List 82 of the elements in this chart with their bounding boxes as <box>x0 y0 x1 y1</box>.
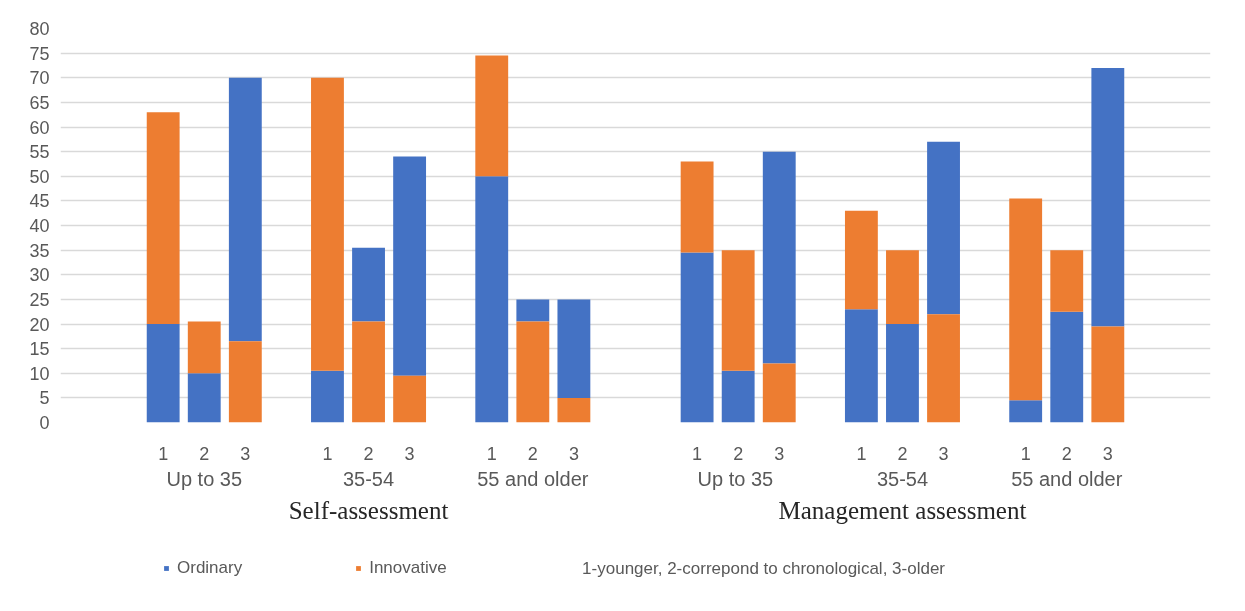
bar <box>475 176 509 423</box>
y-tick-label: 45 <box>29 191 50 212</box>
x-tick-label: 2 <box>527 443 538 464</box>
bar <box>844 210 878 310</box>
bar <box>1091 67 1125 327</box>
text: Self-assessment <box>288 497 449 524</box>
x-tick-label: 1 <box>692 443 703 464</box>
x-tick-label: 1 <box>856 443 867 464</box>
y-tick-label: 80 <box>29 19 50 39</box>
text: Management assessment <box>778 497 1027 524</box>
bar <box>187 373 221 423</box>
y-tick-label: 50 <box>29 166 50 187</box>
bar <box>352 321 385 423</box>
bar <box>516 321 550 423</box>
x-tick-label: 1 <box>158 443 169 464</box>
y-tick-label: 5 <box>39 388 50 409</box>
bar <box>557 299 591 398</box>
bar <box>228 77 262 342</box>
bar <box>721 250 755 371</box>
text: Up to 35 <box>697 467 774 490</box>
bar <box>927 141 960 315</box>
bar <box>393 156 427 376</box>
x-tick-label: 1 <box>1020 443 1031 464</box>
y-tick-label: 75 <box>29 43 50 64</box>
bar <box>516 299 550 322</box>
y-tick-label: 65 <box>29 92 50 113</box>
bar <box>311 77 344 371</box>
bar <box>146 324 180 423</box>
text: 35-54 <box>342 467 395 490</box>
bar <box>721 370 755 423</box>
bar <box>762 363 796 423</box>
text: 55 and older <box>1011 467 1123 490</box>
x-tick-label: 2 <box>363 443 374 464</box>
bar <box>762 151 796 364</box>
legend-label: Innovative <box>369 558 447 578</box>
text: 1-younger, 2-correpond to chronological, 3-older <box>582 559 946 578</box>
bar <box>146 112 180 324</box>
bar <box>1009 198 1043 401</box>
y-tick-label: 40 <box>29 216 50 236</box>
bar <box>927 314 960 423</box>
bar <box>1009 400 1043 423</box>
x-tick-label: 1 <box>486 443 497 464</box>
bar <box>680 161 714 253</box>
text: 35-54 <box>876 467 929 490</box>
bar <box>557 397 591 423</box>
y-tick-label: 35 <box>29 240 50 261</box>
y-tick-label: 0 <box>39 413 50 433</box>
x-tick-label: 3 <box>1102 443 1113 464</box>
y-tick-label: 70 <box>29 68 50 89</box>
bar <box>352 247 385 322</box>
bar <box>1091 326 1125 423</box>
x-tick-label: 3 <box>774 443 785 464</box>
bar <box>1050 311 1084 423</box>
y-tick-label: 55 <box>29 142 50 163</box>
x-tick-label: 3 <box>568 443 579 464</box>
x-tick-label: 2 <box>199 443 210 464</box>
x-tick-label: 3 <box>404 443 415 464</box>
x-tick-label: 2 <box>1061 443 1072 464</box>
bar <box>680 252 714 423</box>
legend-label: Ordinary <box>177 558 243 578</box>
y-tick-label: 10 <box>29 363 50 384</box>
text: 55 and older <box>477 467 589 490</box>
bar <box>886 324 919 423</box>
bar <box>311 370 344 423</box>
x-tick-label: 2 <box>733 443 744 464</box>
bar <box>886 250 919 324</box>
x-tick-label: 3 <box>240 443 251 464</box>
x-tick-label: 1 <box>322 443 333 464</box>
x-tick-label: 2 <box>897 443 908 464</box>
bar <box>228 341 262 423</box>
bar <box>187 321 221 374</box>
y-tick-label: 60 <box>29 117 50 138</box>
y-tick-label: 15 <box>29 339 50 360</box>
bar <box>1050 250 1084 312</box>
text: Up to 35 <box>166 467 243 490</box>
bar <box>475 55 509 177</box>
bar <box>844 309 878 423</box>
x-tick-label: 3 <box>938 443 949 464</box>
y-tick-label: 25 <box>29 289 50 310</box>
y-tick-label: 20 <box>29 314 50 335</box>
y-tick-label: 30 <box>29 265 50 286</box>
bar <box>393 375 427 423</box>
